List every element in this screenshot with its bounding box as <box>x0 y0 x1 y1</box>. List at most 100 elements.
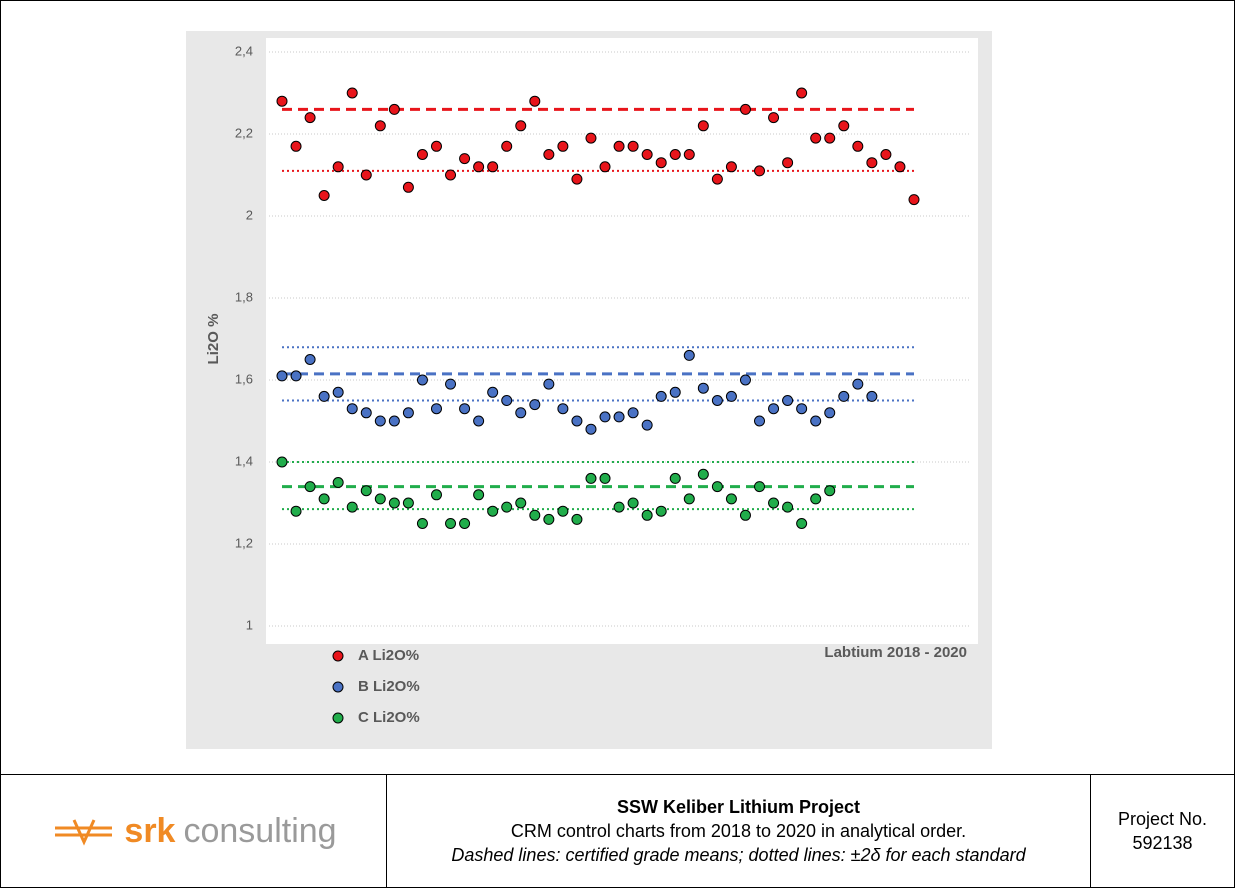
legend-marker <box>332 681 344 693</box>
data-point <box>374 415 386 427</box>
y-tick-label: 2 <box>246 207 253 222</box>
data-point <box>332 477 344 488</box>
data-point <box>669 149 681 160</box>
legend-label: C Li2O% <box>358 709 420 726</box>
data-point <box>290 370 302 382</box>
data-point <box>824 407 836 419</box>
data-point <box>402 407 414 419</box>
data-point <box>501 140 513 152</box>
data-point <box>739 374 751 386</box>
data-point <box>374 120 386 132</box>
data-point <box>683 349 695 361</box>
data-point <box>388 103 400 115</box>
data-point <box>768 403 780 415</box>
data-point <box>430 140 442 152</box>
data-point <box>445 518 457 529</box>
data-point <box>416 149 428 160</box>
logo-cell: srk consulting <box>1 774 387 887</box>
data-point <box>641 149 653 160</box>
data-point <box>782 501 794 513</box>
annotation: Labtium 2018 - 2020 <box>824 644 967 661</box>
data-point <box>725 493 737 505</box>
data-point <box>529 95 541 107</box>
data-point <box>838 390 850 402</box>
data-point <box>416 374 428 386</box>
data-point <box>810 415 822 427</box>
data-point <box>571 415 583 427</box>
data-point <box>683 149 695 160</box>
plot-area <box>266 38 978 644</box>
data-point <box>318 390 330 402</box>
data-point <box>585 423 597 435</box>
data-point <box>697 382 709 394</box>
footer-line: CRM control charts from 2018 to 2020 in … <box>510 821 967 841</box>
data-point <box>332 161 344 173</box>
data-point <box>346 501 358 513</box>
data-point <box>894 161 906 173</box>
data-point <box>459 403 471 415</box>
data-point <box>824 485 836 497</box>
data-point <box>613 140 625 152</box>
chart: Li2O % Labtium 2018 - 2020 1 1,2 1,4 1,6 1,8… <box>186 31 992 749</box>
data-point <box>332 386 344 398</box>
data-point <box>402 181 414 193</box>
data-point <box>599 161 611 173</box>
data-point <box>557 505 569 517</box>
footer-title: SSW Keliber Lithium Project <box>616 797 861 817</box>
data-point <box>866 390 878 402</box>
data-point <box>529 509 541 521</box>
data-point <box>627 407 639 419</box>
data-point <box>501 395 513 406</box>
project-label: Project No. <box>1117 809 1208 829</box>
data-point <box>669 472 681 484</box>
data-point <box>711 481 723 493</box>
data-point <box>459 518 471 529</box>
data-point <box>627 140 639 152</box>
data-point <box>768 497 780 509</box>
data-point <box>585 472 597 484</box>
data-point <box>459 153 471 165</box>
data-point <box>739 103 751 115</box>
data-point <box>810 132 822 144</box>
data-point <box>725 161 737 173</box>
data-point <box>290 140 302 152</box>
data-point <box>782 395 794 406</box>
data-point <box>487 505 499 517</box>
data-point <box>473 161 485 173</box>
data-point <box>627 497 639 509</box>
data-point <box>697 468 709 480</box>
data-point <box>445 169 457 181</box>
data-point <box>711 395 723 406</box>
data-point <box>430 489 442 501</box>
data-point <box>346 403 358 415</box>
data-point <box>304 481 316 493</box>
data-point <box>571 513 583 525</box>
y-tick-label: 1,8 <box>235 289 253 304</box>
data-point <box>669 386 681 398</box>
data-point <box>754 481 766 493</box>
data-point <box>360 485 372 497</box>
y-tick-label: 2,2 <box>235 125 253 140</box>
data-point <box>360 407 372 419</box>
data-point <box>473 415 485 427</box>
data-point <box>346 87 358 99</box>
y-tick-label: 2,4 <box>235 43 253 58</box>
logo-icon <box>55 819 113 846</box>
data-point <box>599 411 611 423</box>
data-point <box>852 378 864 390</box>
data-point <box>318 190 330 201</box>
data-point <box>754 415 766 427</box>
legend-label: A Li2O% <box>358 647 419 664</box>
data-point <box>487 386 499 398</box>
data-point <box>388 497 400 509</box>
data-point <box>416 518 428 529</box>
y-tick-label: 1,2 <box>235 535 253 550</box>
data-point <box>571 173 583 185</box>
data-point <box>711 173 723 185</box>
legend-marker <box>332 650 344 662</box>
data-point <box>388 415 400 427</box>
data-point <box>543 513 555 525</box>
y-axis-label: Li2O % <box>205 314 222 365</box>
footer-note: Dashed lines: certified grade means; dot… <box>451 845 1026 865</box>
